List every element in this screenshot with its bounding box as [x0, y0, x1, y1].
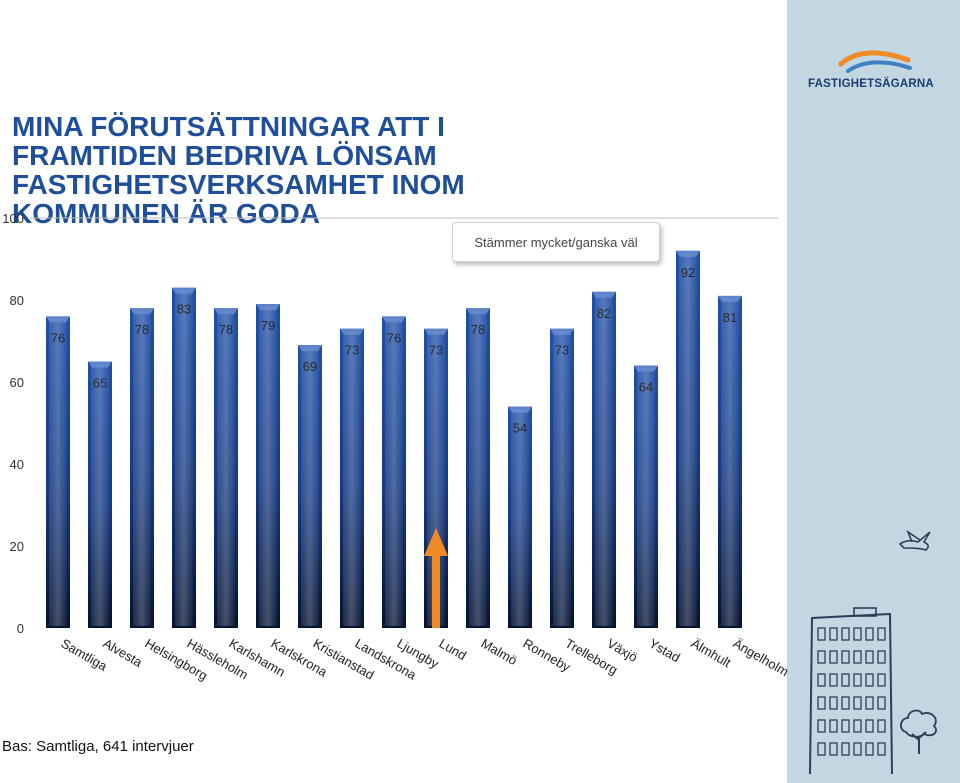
bird-icon	[898, 529, 931, 551]
x-tick-label: Malmö	[479, 636, 520, 668]
data-label: 82	[597, 306, 611, 321]
data-label: 54	[513, 421, 527, 436]
bar-cap	[340, 328, 364, 335]
bar-highlight	[259, 306, 277, 626]
bar-cap	[214, 308, 238, 315]
bar-highlight	[385, 318, 403, 626]
base-note: Bas: Samtliga, 641 intervjuer	[2, 738, 194, 755]
bar-highlight	[511, 408, 529, 626]
bar-cap	[424, 328, 448, 335]
x-tick-label: Ängelholm	[731, 636, 791, 680]
bar-cap	[634, 365, 658, 372]
legend: Stämmer mycket/ganska väl	[452, 222, 660, 262]
data-label: 76	[51, 330, 65, 345]
tree-icon	[900, 709, 937, 754]
bar-highlight	[553, 330, 571, 626]
bar-cap	[718, 295, 742, 302]
y-tick-label: 100	[2, 211, 24, 226]
data-label: 81	[723, 310, 737, 325]
bar-highlight	[595, 293, 613, 626]
x-tick-label: Samtliga	[59, 636, 111, 675]
bar-highlight	[49, 318, 67, 626]
data-label: 92	[681, 265, 695, 280]
y-tick-label: 40	[10, 457, 24, 472]
bar-highlight	[301, 347, 319, 626]
bar-cap	[172, 287, 196, 294]
bar-chart: 0 20 40 60 80 100 76 65 78 83 78 79 69 73 76 73 78 54 73 8…	[2, 211, 791, 683]
y-tick-label: 80	[10, 293, 24, 308]
bar-highlight	[91, 363, 109, 626]
bar-highlight	[637, 367, 655, 626]
bar-cap	[676, 250, 700, 257]
bar-cap	[508, 406, 532, 413]
page-title: MINA FÖRUTSÄTTNINGAR ATT I FRAMTIDEN BED…	[12, 111, 465, 229]
bar-cap	[130, 308, 154, 315]
bar-highlight	[679, 252, 697, 627]
bar-cap	[88, 361, 112, 368]
data-label: 78	[219, 322, 233, 337]
bar-cap	[550, 328, 574, 335]
bar-highlight	[217, 310, 235, 626]
bar-highlight	[133, 310, 151, 626]
bar-cap	[298, 345, 322, 352]
data-label: 64	[639, 380, 653, 395]
y-tick-label: 0	[17, 621, 24, 636]
bar-highlight	[343, 330, 361, 626]
bar-highlight	[469, 310, 487, 626]
highlight-arrow-head	[424, 528, 448, 556]
wave-logo-icon	[838, 50, 912, 73]
bar-cap	[592, 291, 616, 298]
bar-highlight	[721, 297, 739, 626]
bar-cap	[382, 316, 406, 323]
x-tick-label: Ystad	[647, 636, 683, 666]
building-icon	[809, 607, 893, 775]
x-tick-label: Älmhult	[689, 636, 734, 671]
data-label: 73	[555, 343, 569, 358]
y-tick-label: 20	[10, 539, 24, 554]
bar-cap	[466, 308, 490, 315]
y-tick-label: 60	[10, 375, 24, 390]
highlight-arrow-shaft	[432, 552, 440, 628]
data-label: 76	[387, 330, 401, 345]
data-label: 83	[177, 302, 191, 317]
data-label: 73	[429, 343, 443, 358]
data-label: 73	[345, 343, 359, 358]
bar-cap	[46, 316, 70, 323]
x-tick-label: Lund	[437, 636, 470, 663]
legend-label: Stämmer mycket/ganska väl	[474, 234, 638, 250]
data-label: 69	[303, 359, 317, 374]
data-label: 79	[261, 318, 275, 333]
data-label: 78	[471, 322, 485, 337]
logo-name: FASTIGHETSÄGARNA	[808, 78, 934, 90]
bar-highlight	[175, 289, 193, 626]
data-label: 65	[93, 376, 107, 391]
bar-cap	[256, 304, 280, 311]
data-label: 78	[135, 322, 149, 337]
